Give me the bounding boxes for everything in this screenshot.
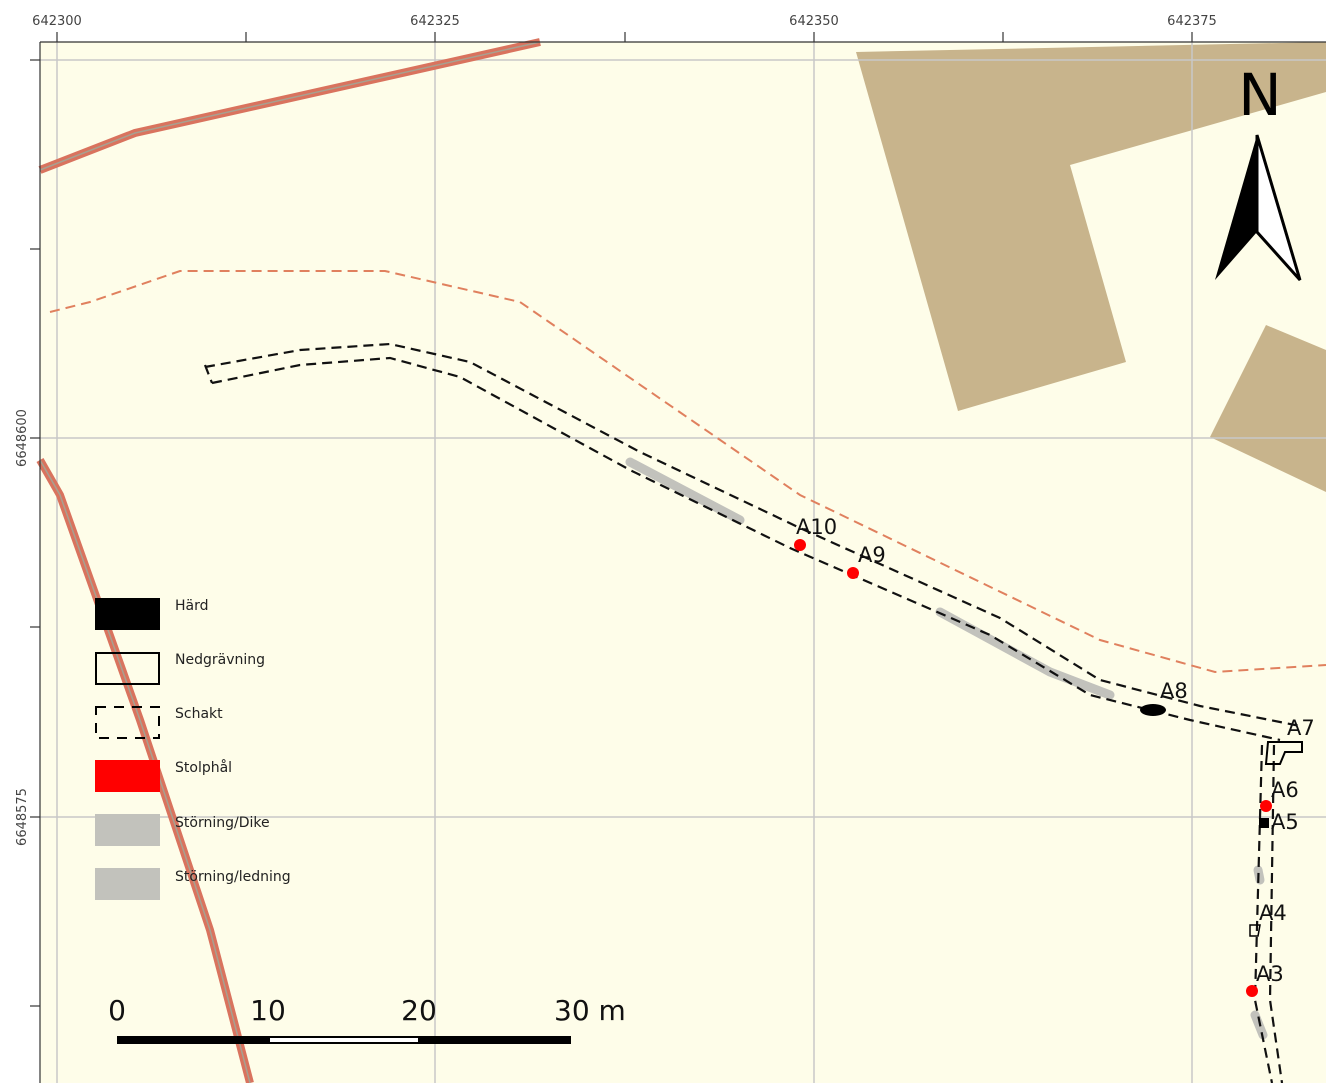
- feature-label: A3: [1256, 962, 1284, 986]
- x-coordinate: 642325: [410, 14, 460, 29]
- feature-label: A6: [1271, 778, 1299, 802]
- legend-label: Stolphål: [175, 759, 232, 776]
- x-coordinate: 642375: [1167, 14, 1217, 29]
- legend: Härd Nedgrävning Schakt Stolphål Störnin…: [95, 598, 291, 900]
- north-arrow: N: [1215, 61, 1302, 282]
- frame: [30, 32, 1326, 1083]
- y-coordinate: 6648600: [15, 409, 30, 467]
- y-coordinate: 6648575: [15, 788, 30, 846]
- building: [1210, 325, 1326, 492]
- legend-label: Härd: [175, 598, 209, 614]
- feature-label: A9: [858, 543, 886, 567]
- coordinate-labels: 642300 642325 642350 642375 6648600 6648…: [15, 14, 1217, 846]
- legend-label: Störning/ledning: [175, 869, 291, 885]
- feature-label: A8: [1160, 679, 1188, 703]
- feature-label: A10: [796, 515, 837, 539]
- map-background: [40, 42, 1326, 1083]
- feature-label: A5: [1271, 810, 1299, 834]
- scale-label: 30 m: [554, 994, 626, 1027]
- feature-label: A4: [1259, 901, 1287, 925]
- legend-label: Störning/Dike: [175, 815, 270, 831]
- feature-label: A7: [1287, 716, 1315, 740]
- legend-label: Nedgrävning: [175, 652, 265, 668]
- building: [856, 42, 1326, 411]
- x-coordinate: 642350: [789, 14, 839, 29]
- scale-label: 10: [250, 994, 286, 1027]
- trench: [203, 342, 1301, 1083]
- feature-labels: A10 A9 A8 A7 A6 A5 A4 A3: [796, 515, 1315, 986]
- scale-label: 0: [108, 994, 126, 1027]
- grid: [40, 42, 1326, 1083]
- scale-bar: 0 10 20 30 m: [108, 994, 626, 1044]
- north-label: N: [1238, 61, 1281, 129]
- scale-label: 20: [401, 994, 437, 1027]
- legend-label: Schakt: [175, 706, 223, 722]
- boundary-line: [49, 270, 1326, 674]
- x-coordinate: 642300: [32, 14, 82, 29]
- features: [794, 539, 1303, 997]
- roads: [36, 38, 541, 1083]
